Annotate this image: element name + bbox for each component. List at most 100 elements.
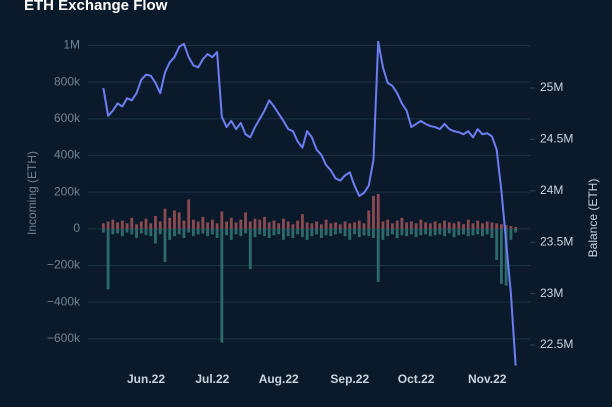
bar	[263, 216, 266, 229]
bar	[111, 228, 115, 235]
bar	[443, 228, 446, 237]
bar	[286, 228, 290, 237]
bar	[191, 219, 195, 229]
bar	[490, 228, 494, 238]
bar	[324, 219, 328, 229]
bar	[201, 228, 205, 234]
bar	[101, 223, 105, 229]
bar	[499, 224, 503, 229]
y-tick-label: 800k	[54, 74, 81, 88]
bar	[391, 228, 394, 235]
bar	[452, 223, 456, 229]
bar	[182, 228, 186, 238]
bar	[400, 228, 404, 236]
bar	[395, 228, 399, 238]
y-tick-label: 200k	[54, 184, 81, 198]
bar	[462, 224, 465, 229]
bar	[490, 222, 494, 229]
y2-axis-label: Balance (ETH)	[586, 179, 600, 258]
x-tick-label: Aug.22	[259, 372, 299, 386]
y-tick-label: 400k	[54, 148, 81, 162]
bar	[158, 221, 162, 229]
bar	[139, 228, 143, 234]
bar	[357, 220, 361, 229]
bar	[329, 228, 333, 237]
bar	[253, 228, 257, 238]
y-tick-label: −200k	[47, 258, 81, 272]
bar	[125, 223, 129, 229]
bar	[509, 228, 513, 240]
bar	[215, 228, 219, 238]
bar	[395, 220, 399, 229]
bar	[405, 228, 409, 237]
bar	[481, 228, 484, 237]
bar	[414, 228, 418, 238]
bar	[277, 223, 281, 229]
bar	[372, 195, 375, 229]
bar	[154, 216, 157, 229]
bar	[130, 217, 134, 229]
bar	[471, 223, 475, 229]
bar	[495, 223, 499, 229]
bar	[201, 216, 205, 229]
y2-tick-label: 22.5M	[540, 337, 573, 351]
bar	[125, 228, 129, 233]
bar	[272, 228, 276, 236]
bar	[419, 219, 423, 229]
bar	[291, 228, 295, 238]
y-tick-label: 1M	[63, 38, 80, 52]
y-tick-label: 0	[73, 221, 80, 235]
bar	[296, 228, 300, 235]
bar	[386, 219, 390, 229]
bar	[447, 228, 451, 234]
bar	[481, 223, 484, 229]
x-tick-label: Jun.22	[127, 372, 165, 386]
bar	[462, 228, 465, 235]
bar	[196, 228, 200, 235]
bar	[315, 221, 319, 229]
bar	[348, 228, 352, 240]
bar	[130, 228, 134, 235]
bar	[272, 220, 276, 229]
bar	[367, 210, 371, 229]
bar	[457, 228, 461, 236]
bar	[433, 221, 437, 229]
y-axis-label: Incoming (ETH)	[25, 151, 39, 235]
bar	[210, 228, 214, 235]
y2-tick-label: 24.5M	[540, 132, 573, 146]
bar	[116, 222, 120, 229]
bar	[438, 228, 442, 235]
bar	[267, 222, 271, 229]
bar	[305, 228, 309, 240]
bar	[443, 220, 446, 229]
bar	[499, 228, 503, 284]
bar	[504, 225, 508, 229]
bar	[248, 228, 252, 270]
bar	[357, 228, 361, 238]
bar	[106, 221, 110, 229]
bar	[135, 224, 138, 229]
bar	[111, 219, 115, 229]
bar	[471, 228, 475, 236]
bar	[220, 211, 224, 229]
bar	[414, 223, 418, 229]
y-tick-label: 600k	[54, 111, 81, 125]
y-tick-label: −600k	[47, 331, 81, 345]
bar	[139, 221, 143, 229]
bar	[485, 221, 489, 229]
bar	[244, 228, 247, 234]
bar	[343, 228, 347, 237]
bar	[447, 222, 451, 229]
bar	[324, 228, 328, 236]
bar	[372, 228, 375, 238]
bar	[158, 228, 162, 235]
x-tick-label: Nov.22	[468, 372, 507, 386]
bar	[495, 228, 499, 260]
bar	[381, 221, 385, 229]
bar	[319, 224, 323, 229]
bar	[509, 226, 513, 229]
bar	[248, 221, 252, 229]
bar	[215, 223, 219, 229]
